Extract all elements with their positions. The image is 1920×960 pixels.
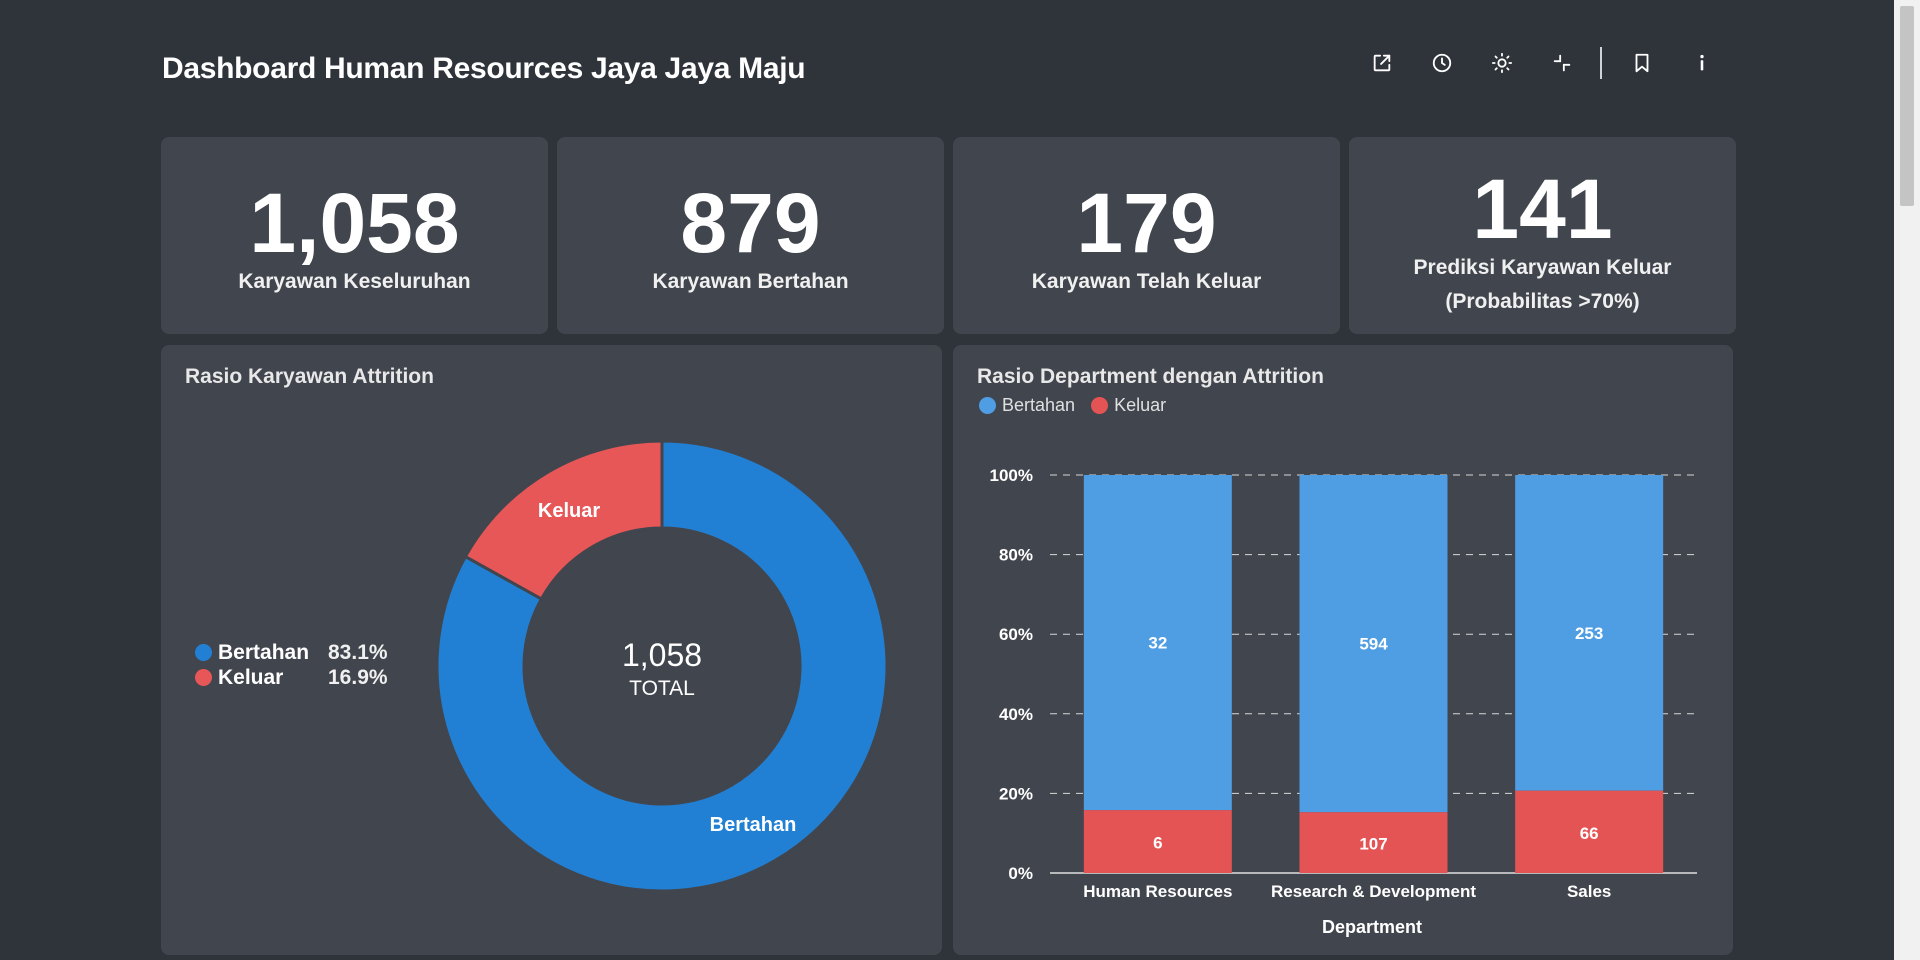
kpi-label: Karyawan Telah Keluar (1031, 270, 1262, 293)
department-bar-card: Rasio Department dengan Attrition Bertah… (953, 345, 1733, 955)
bar-segment-bertahan[interactable] (1083, 475, 1232, 811)
donut-center-label: TOTAL (629, 677, 695, 700)
y-tick-label: 20% (999, 784, 1033, 803)
schedule-button[interactable] (1412, 44, 1472, 82)
collapse-button[interactable] (1532, 44, 1592, 82)
legend-dot-bertahan (979, 397, 996, 414)
toolbar-divider (1600, 47, 1602, 79)
donut-chart: Bertahan Keluar 1,058 TOTAL (435, 439, 889, 893)
x-tick-label: Human Resources (1083, 882, 1232, 901)
kpi-value: 879 (680, 176, 821, 270)
share-button[interactable] (1352, 44, 1412, 82)
slice-label-keluar: Keluar (538, 500, 600, 522)
data-label-keluar: 107 (1359, 835, 1387, 854)
data-label-bertahan: 32 (1148, 634, 1167, 653)
theme-button[interactable] (1472, 44, 1532, 82)
kpi-card-prediksi: 141 Prediksi Karyawan Keluar (Probabilit… (1349, 137, 1736, 334)
legend-pct: 83.1% (328, 640, 388, 664)
kpi-card-total: 1,058 Karyawan Keseluruhan (161, 137, 548, 334)
scrollbar-thumb[interactable] (1900, 6, 1914, 206)
legend-label: Bertahan (1002, 395, 1076, 415)
kpi-value: 1,058 (249, 176, 460, 270)
kpi-label-line2: (Probabilitas >70%) (1445, 290, 1640, 313)
legend-label: Bertahan (218, 640, 310, 664)
slice-keluar[interactable] (463, 439, 664, 601)
kpi-card-keluar: 179 Karyawan Telah Keluar (953, 137, 1340, 334)
x-tick-label: Sales (1567, 882, 1611, 901)
donut-center-value: 1,058 (622, 637, 702, 673)
legend-dot-bertahan (195, 644, 212, 661)
info-icon (1700, 54, 1704, 71)
collapse-icon (1553, 54, 1571, 72)
data-label-bertahan: 253 (1575, 624, 1603, 643)
kpi-label-line1: Prediksi Karyawan Keluar (1413, 256, 1672, 279)
attrition-pie-card: Rasio Karyawan Attrition Bertahan 83.1% … (161, 345, 942, 955)
legend-item-keluar[interactable]: Keluar 16.9% (195, 665, 388, 690)
x-axis-title: Department (1322, 917, 1422, 937)
legend-pct: 16.9% (328, 665, 388, 689)
legend-item-bertahan[interactable]: Bertahan (979, 395, 1075, 416)
bar-segment-keluar[interactable] (1515, 790, 1664, 873)
legend-item-bertahan[interactable]: Bertahan 83.1% (195, 640, 388, 665)
kpi-card-bertahan: 879 Karyawan Bertahan (557, 137, 944, 334)
data-label-keluar: 6 (1153, 834, 1162, 853)
info-button[interactable] (1672, 44, 1732, 82)
pie-title: Rasio Karyawan Attrition (185, 365, 434, 388)
bar-title: Rasio Department dengan Attrition (977, 365, 1324, 388)
legend-label: Keluar (218, 665, 284, 689)
data-label-keluar: 66 (1580, 824, 1599, 843)
slice-bertahan[interactable] (435, 439, 889, 893)
data-label-bertahan: 594 (1359, 635, 1388, 654)
y-tick-label: 100% (990, 466, 1033, 485)
bookmark-button[interactable] (1612, 44, 1672, 82)
bookmark-icon (1635, 53, 1649, 73)
slice-label-bertahan: Bertahan (710, 814, 797, 836)
bar-segment-bertahan[interactable] (1299, 475, 1448, 813)
y-tick-label: 0% (1008, 864, 1033, 883)
bar-segment-keluar[interactable] (1083, 810, 1232, 873)
stacked-bar-chart: 0% 20% 40% 60% 80% 100% 32 6 Human Resources 594… (990, 466, 1697, 937)
pie-legend: Bertahan 83.1% Keluar 16.9% (195, 640, 388, 690)
share-icon (1373, 54, 1391, 72)
bar-segment-bertahan[interactable] (1515, 475, 1664, 791)
clock-icon (1432, 53, 1452, 73)
x-tick-label: Research & Development (1271, 882, 1476, 901)
kpi-value: 179 (1076, 176, 1217, 270)
legend-label: Keluar (1114, 395, 1167, 415)
kpi-label: Karyawan Bertahan (652, 270, 849, 293)
y-tick-label: 40% (999, 705, 1033, 724)
kpi-value: 141 (1472, 162, 1613, 256)
dashboard-toolbar (1352, 44, 1732, 82)
legend-dot-keluar (1091, 397, 1109, 414)
sun-icon (1491, 52, 1513, 74)
legend-item-keluar[interactable]: Keluar (1091, 395, 1166, 416)
bar-legend: Bertahan Keluar (979, 395, 1182, 416)
kpi-label: Karyawan Keseluruhan (238, 270, 471, 293)
y-tick-label: 80% (999, 546, 1033, 565)
page-scrollbar[interactable] (1894, 0, 1920, 960)
bar-segment-keluar[interactable] (1299, 812, 1448, 873)
legend-dot-keluar (195, 669, 212, 686)
y-tick-label: 60% (999, 625, 1033, 644)
page-title: Dashboard Human Resources Jaya Jaya Maju (162, 52, 806, 85)
